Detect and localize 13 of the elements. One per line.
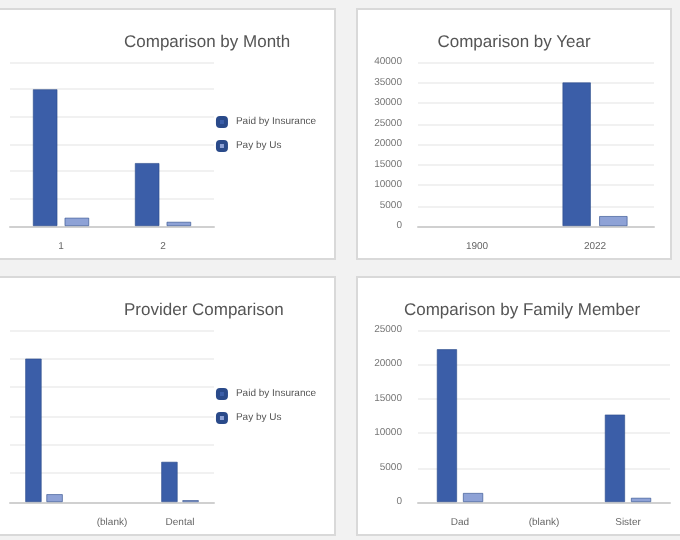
chart-title: Comparison by Family Member	[403, 299, 641, 319]
bar	[25, 358, 42, 502]
chart-title: Comparison by Year	[437, 31, 591, 51]
chart-title: Provider Comparison	[124, 299, 285, 319]
bar	[463, 493, 484, 502]
chart-title: Comparison by Month	[124, 31, 291, 51]
bar	[604, 414, 625, 502]
bar	[46, 494, 63, 502]
bar	[134, 163, 160, 226]
bar	[436, 349, 457, 502]
bar	[32, 89, 58, 226]
bar	[161, 461, 178, 502]
bar	[64, 217, 90, 226]
